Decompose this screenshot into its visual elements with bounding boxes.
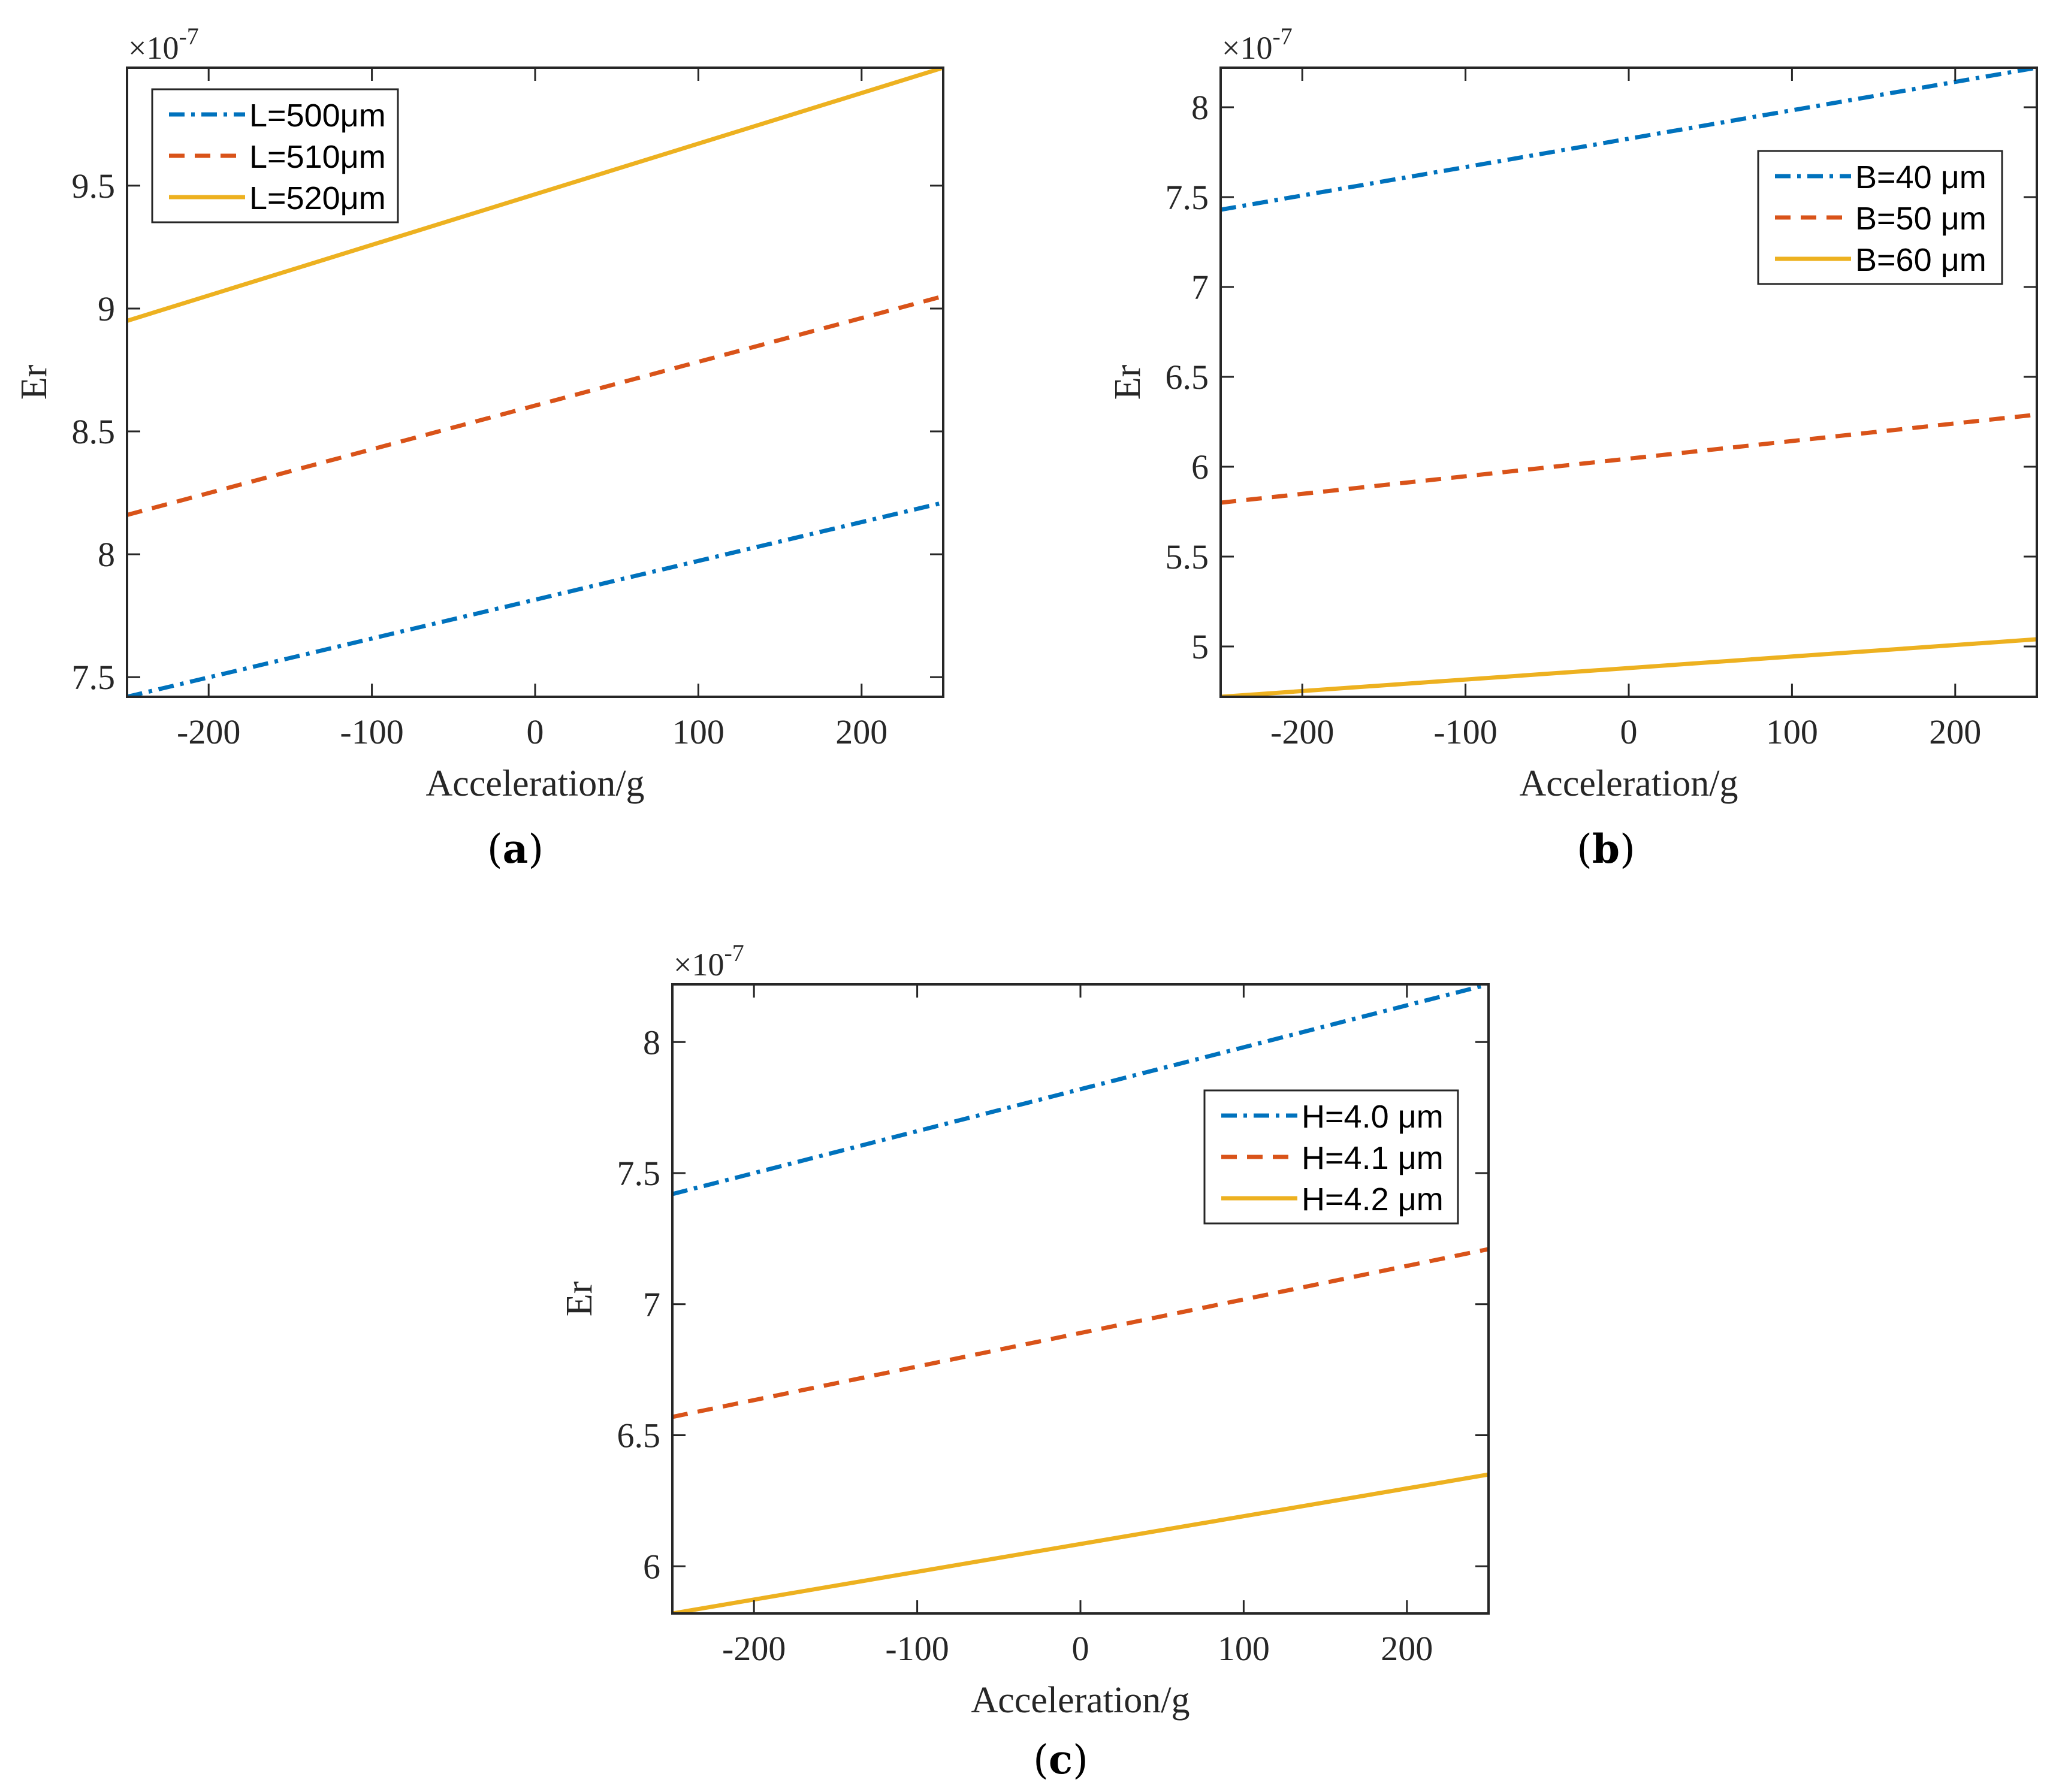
series-line-3 (127, 68, 943, 323)
legend-label-3: B=60 μm (1855, 242, 1986, 278)
y-tick-label: 8 (1191, 88, 1209, 127)
legend-label-2: H=4.1 μm (1302, 1140, 1444, 1176)
legend-box (1757, 150, 2003, 285)
y-axis-label: Er (14, 364, 55, 400)
y-tick-label: 7.5 (72, 658, 116, 697)
y-tick-label: 8 (643, 1023, 660, 1062)
y-tick-label: 6 (643, 1547, 660, 1586)
x-tick-label: -100 (885, 1629, 949, 1668)
y-tick-label: 8 (98, 535, 115, 574)
x-axis-label: Acceleration/g (1520, 763, 1738, 804)
y-exponent-label: ×10-7 (1222, 23, 1293, 66)
y-tick-label: 6 (1191, 448, 1209, 486)
x-tick-label: 200 (1381, 1629, 1433, 1668)
legend-box (1203, 1089, 1459, 1225)
x-tick-label: 200 (835, 712, 887, 751)
x-tick-label: 200 (1929, 712, 1981, 751)
x-tick-label: 100 (1218, 1629, 1270, 1668)
x-tick-label: 100 (1766, 712, 1818, 751)
x-tick-label: 0 (1620, 712, 1638, 751)
legend-label-1: B=40 μm (1855, 159, 1986, 195)
legend: B=40 μm B=50 μm B=60 μm (1757, 150, 2003, 285)
x-tick-label: -200 (177, 712, 240, 751)
x-tick-label: -200 (722, 1629, 786, 1668)
x-tick-label: -100 (1433, 712, 1497, 751)
series-group (1221, 68, 2037, 697)
y-tick-label: 5 (1191, 627, 1209, 666)
series-group (127, 68, 943, 697)
series-line-2 (127, 294, 943, 517)
legend: L=500μm L=510μm L=520μm (151, 88, 399, 223)
y-exponent-label: ×10-7 (128, 23, 199, 66)
y-exponent-label: ×10-7 (674, 939, 744, 983)
legend-label-2: L=510μm (249, 139, 386, 175)
chart-panel-1: -200 -100 0 100 200 7.5 8 8.5 9 9.5 ×10-7 Accelerat… (14, 23, 944, 872)
series-line-2 (1221, 412, 2037, 505)
x-tick-label: -200 (1270, 712, 1334, 751)
y-tick-label: 7 (643, 1285, 660, 1324)
series-line-1 (672, 984, 1489, 1196)
legend-label-3: H=4.2 μm (1302, 1181, 1444, 1217)
series-line-1 (1221, 68, 2037, 212)
x-tick-label: -100 (340, 712, 403, 751)
panel-label: (b) (1577, 826, 1635, 872)
y-axis-label: Er (559, 1281, 600, 1316)
y-tick-label: 6.5 (1166, 358, 1209, 397)
panel-label: (c) (1033, 1736, 1088, 1783)
plot-area (672, 984, 1489, 1613)
series-line-1 (127, 500, 943, 697)
y-tick-label: 9 (98, 289, 115, 328)
legend-label-3: L=520μm (249, 180, 386, 216)
series-line-3 (1221, 637, 2037, 697)
legend-box (151, 88, 399, 223)
x-axis-label: Acceleration/g (426, 763, 645, 804)
y-tick-label: 6.5 (617, 1416, 661, 1455)
y-tick-label: 7 (1191, 268, 1209, 307)
y-tick-label: 8.5 (72, 412, 116, 451)
series-line-2 (672, 1247, 1489, 1419)
panel-label: (a) (487, 826, 544, 872)
y-tick-label: 9.5 (72, 167, 116, 206)
legend: H=4.0 μm H=4.1 μm H=4.2 μm (1203, 1089, 1459, 1225)
legend-label-1: H=4.0 μm (1302, 1099, 1444, 1135)
y-tick-label: 7.5 (1166, 178, 1209, 217)
x-tick-label: 100 (672, 712, 724, 751)
chart-panel-2: -200 -100 0 100 200 5 5.5 6 6.5 7 7.5 8 ×10-7 Acceler… (1107, 23, 2038, 872)
legend-label-2: B=50 μm (1855, 201, 1986, 237)
x-tick-label: 0 (1072, 1629, 1089, 1668)
legend-label-1: L=500μm (249, 98, 386, 134)
x-axis-label: Acceleration/g (971, 1680, 1190, 1721)
y-axis-label: Er (1107, 364, 1148, 400)
chart-panel-3: -200 -100 0 100 200 6 6.5 7 7.5 8 ×10-7 Acceleratio… (559, 939, 1490, 1783)
x-tick-label: 0 (527, 712, 544, 751)
series-group (672, 984, 1489, 1613)
y-tick-label: 7.5 (617, 1154, 661, 1193)
series-line-3 (672, 1472, 1489, 1613)
y-tick-label: 5.5 (1166, 537, 1209, 576)
